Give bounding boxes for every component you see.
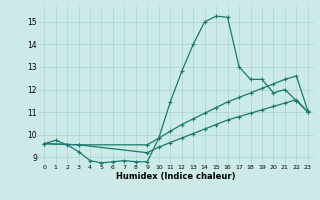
X-axis label: Humidex (Indice chaleur): Humidex (Indice chaleur): [116, 172, 236, 181]
